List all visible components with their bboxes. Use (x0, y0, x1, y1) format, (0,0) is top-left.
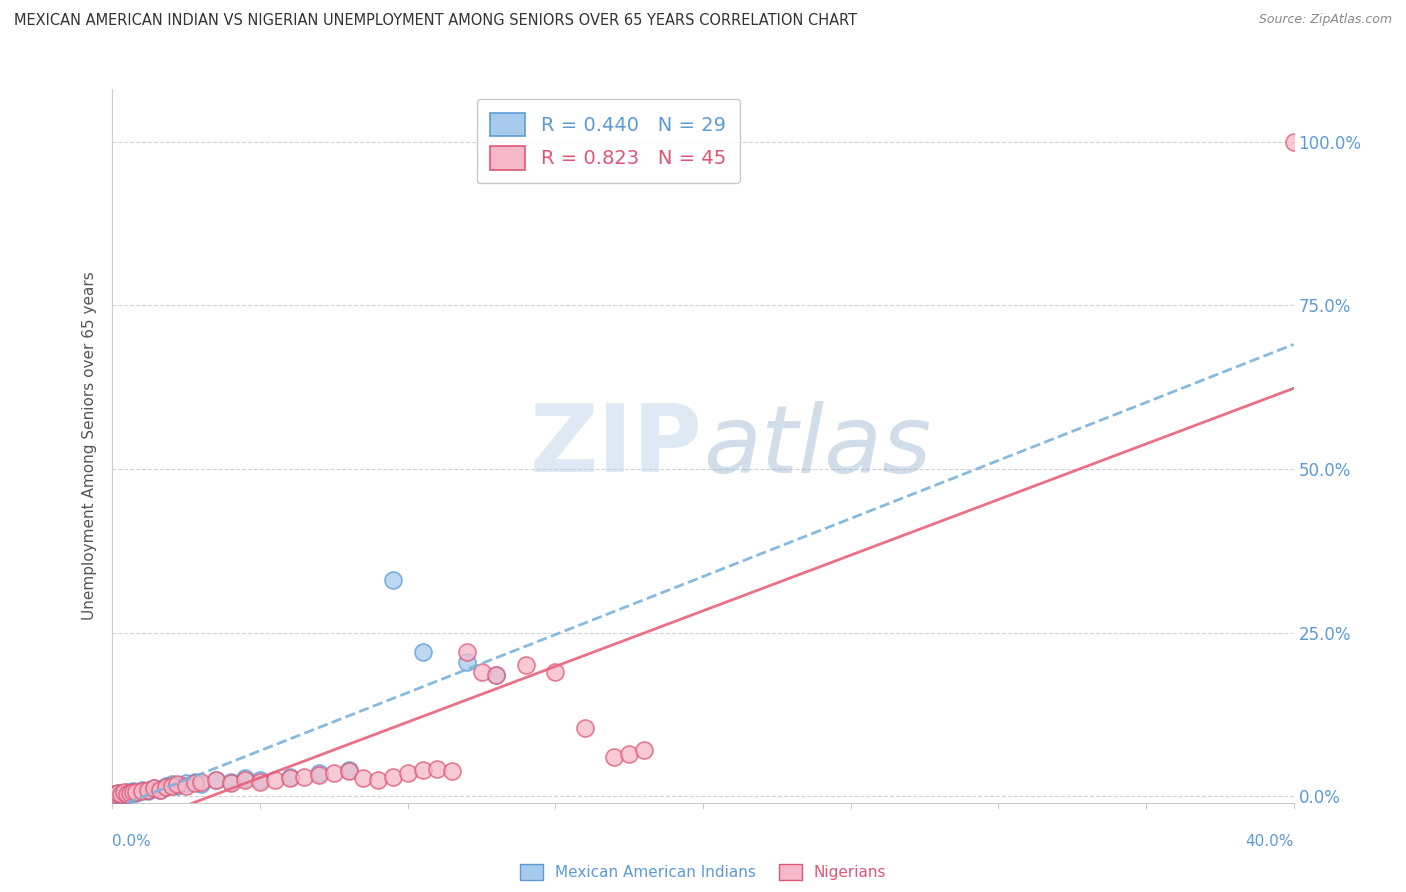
Point (117, 785, 138, 799)
Text: atlas: atlas (703, 401, 931, 491)
Point (112, 787, 135, 801)
Point (515, 658, 537, 673)
Point (190, 777, 212, 791)
Point (122, 785, 145, 799)
Point (278, 771, 301, 785)
Point (308, 768, 330, 782)
Point (485, 668, 508, 682)
Point (155, 780, 177, 794)
Point (249, 775, 271, 789)
Point (174, 776, 197, 790)
Point (110, 787, 132, 801)
Point (166, 779, 188, 793)
Point (122, 784, 145, 798)
Point (456, 655, 478, 669)
Text: 0.0%: 0.0% (112, 834, 152, 849)
Point (117, 787, 138, 801)
Point (292, 770, 315, 784)
Point (619, 747, 641, 761)
Point (184, 776, 207, 790)
Text: ZIP: ZIP (530, 400, 703, 492)
Point (337, 763, 360, 777)
Point (574, 721, 596, 735)
Point (142, 781, 165, 796)
Point (205, 772, 228, 787)
Point (441, 764, 464, 779)
Point (323, 766, 346, 780)
Point (308, 766, 330, 780)
Point (112, 785, 135, 799)
Point (1282, 135, 1305, 149)
Text: 40.0%: 40.0% (1246, 834, 1294, 849)
Point (131, 782, 153, 797)
Point (205, 772, 228, 787)
Point (149, 782, 172, 797)
Point (219, 775, 242, 789)
Point (104, 787, 127, 801)
Point (174, 780, 197, 794)
Text: Source: ZipAtlas.com: Source: ZipAtlas.com (1258, 13, 1392, 27)
Point (456, 645, 478, 659)
Point (107, 786, 129, 800)
Point (485, 668, 508, 682)
Point (544, 665, 567, 679)
Point (382, 770, 405, 784)
Point (264, 772, 287, 787)
Point (367, 772, 389, 787)
Point (110, 788, 132, 802)
Point (104, 787, 127, 801)
Point (136, 782, 159, 797)
Point (633, 743, 655, 757)
Point (120, 786, 142, 800)
Point (411, 763, 433, 777)
Point (278, 770, 301, 784)
Point (219, 776, 242, 790)
Point (160, 777, 183, 791)
Legend: Mexican American Indians, Nigerians: Mexican American Indians, Nigerians (512, 856, 894, 888)
Point (382, 573, 405, 587)
Point (396, 766, 419, 780)
Point (470, 665, 494, 679)
Point (603, 750, 626, 764)
Y-axis label: Unemployment Among Seniors over 65 years: Unemployment Among Seniors over 65 years (82, 272, 97, 620)
Point (160, 779, 183, 793)
Point (411, 645, 433, 659)
Point (337, 764, 360, 779)
Point (233, 772, 256, 787)
Point (107, 786, 129, 800)
Point (155, 780, 177, 794)
Point (125, 785, 148, 799)
Point (352, 771, 374, 785)
Point (233, 771, 256, 785)
Point (149, 782, 172, 797)
Point (131, 784, 153, 798)
Point (142, 781, 165, 796)
Point (136, 784, 159, 798)
Point (120, 787, 142, 801)
Point (190, 775, 212, 789)
Text: MEXICAN AMERICAN INDIAN VS NIGERIAN UNEMPLOYMENT AMONG SENIORS OVER 65 YEARS COR: MEXICAN AMERICAN INDIAN VS NIGERIAN UNEM… (14, 13, 858, 29)
Point (426, 762, 449, 776)
Point (125, 786, 148, 800)
Point (249, 772, 271, 787)
Point (184, 775, 207, 789)
Point (166, 777, 188, 791)
